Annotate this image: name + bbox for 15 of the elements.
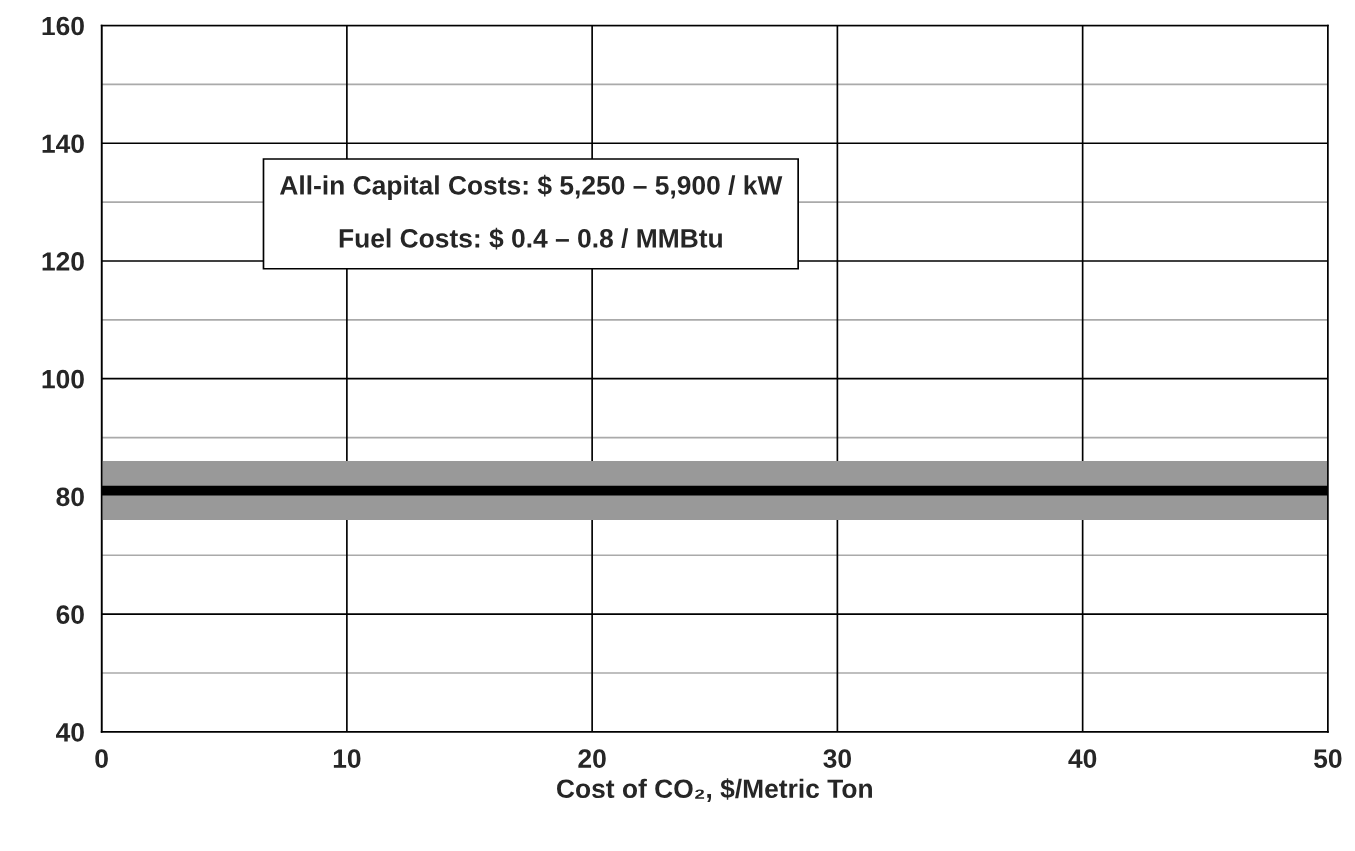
y-tick-label: 80 <box>56 487 84 507</box>
x-tick-label: 0 <box>95 749 108 768</box>
x-tick-label: 10 <box>333 749 361 768</box>
y-tick-label: 140 <box>42 134 84 154</box>
x-tick-label: 50 <box>1314 749 1342 768</box>
x-tick-label: 20 <box>578 749 606 768</box>
y-tick-label: 60 <box>56 605 84 624</box>
y-tick-label: 120 <box>42 252 84 271</box>
y-tick-label: 40 <box>56 722 84 742</box>
y-tick-label: 160 <box>42 16 84 36</box>
annotation: All-in Capital Costs: $ 5,250 – 5,900 / kW Fuel Costs: $ 0.4 – 0.8 / MMBtu <box>279 174 783 250</box>
x-tick-label: 40 <box>1068 749 1097 768</box>
x-tick-label: 30 <box>823 749 851 768</box>
x-axis-title: Cost of CO₂, $/Metric Ton <box>557 778 872 802</box>
y-tick-label: 100 <box>42 369 84 389</box>
